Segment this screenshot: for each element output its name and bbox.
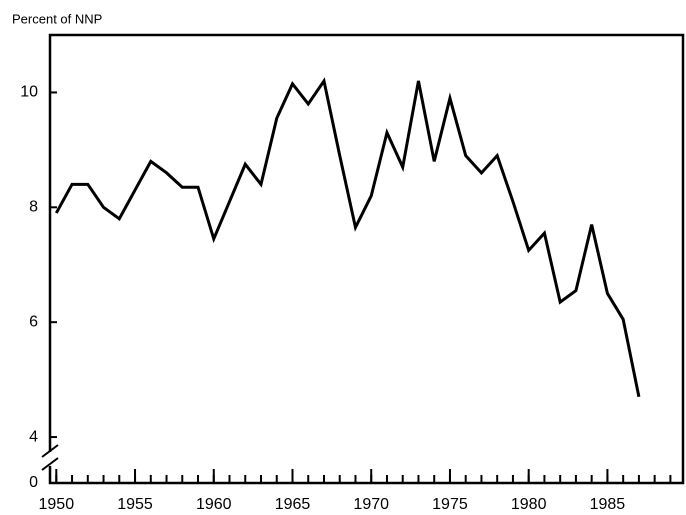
line (54, 77, 641, 398)
y-tick-label: 10 (20, 84, 38, 101)
x-tick-label: 1950 (39, 496, 75, 513)
plot-frame (48, 33, 685, 485)
axis-break-gap (46, 452, 54, 466)
x-tick-label: 1955 (117, 496, 153, 513)
x-tick-label: 1985 (590, 496, 626, 513)
x-tick-label: 1970 (353, 496, 389, 513)
x-tick-label: 1980 (511, 496, 547, 513)
y-tick-label: 0 (29, 474, 38, 491)
y-tick-label: 4 (29, 428, 38, 445)
y-tick-label: 6 (29, 313, 38, 330)
x-tick-label: 1975 (432, 496, 468, 513)
axis-break (41, 444, 59, 471)
x-tick-label: 1960 (196, 496, 232, 513)
x-tick-label: 1965 (275, 496, 311, 513)
y-axis-label: Percent of NNP (12, 11, 102, 26)
y-tick-label: 8 (29, 199, 38, 216)
